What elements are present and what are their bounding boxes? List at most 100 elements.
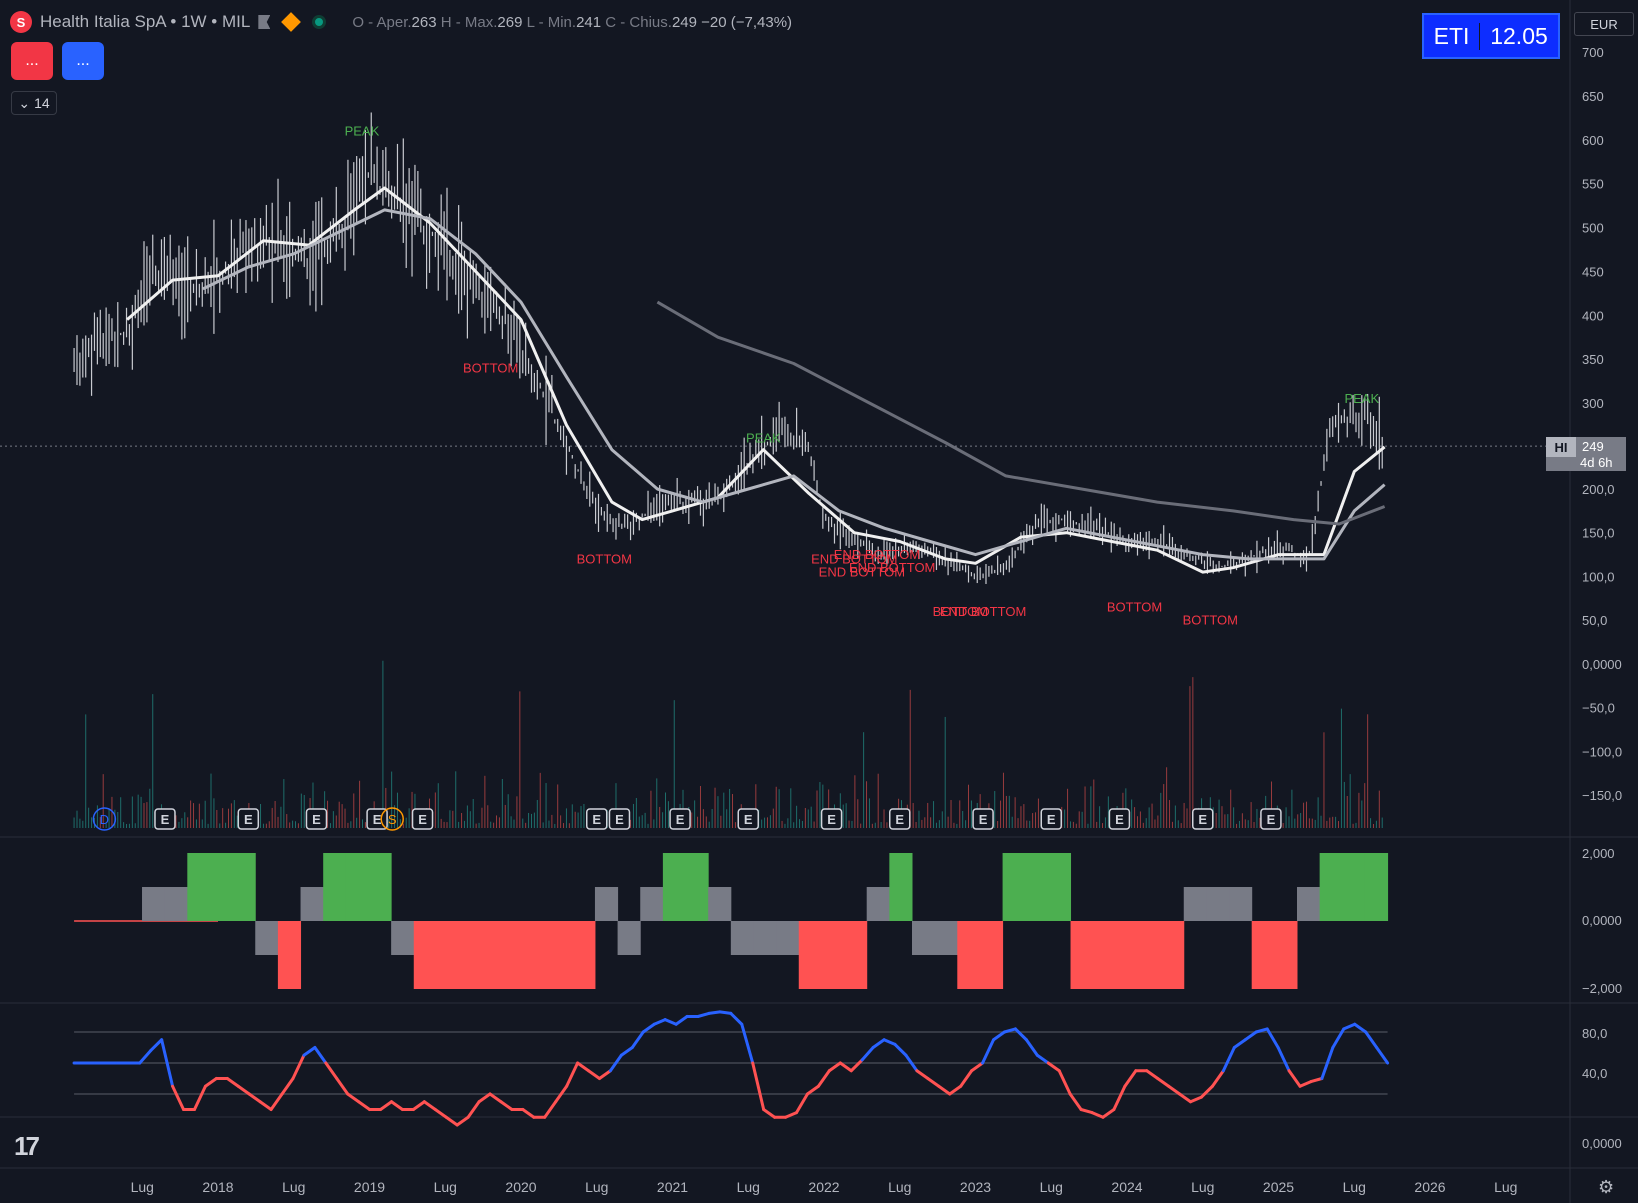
histogram-bar [413, 921, 437, 989]
oscillator-segment [313, 1046, 328, 1065]
oscillator-segment [1178, 1092, 1193, 1104]
histogram-bar [1025, 853, 1049, 921]
eti-label: ETI [1424, 22, 1480, 50]
split-marker-icon [380, 807, 404, 831]
oscillator-segment [138, 1049, 153, 1065]
event-marker-label: E [1267, 812, 1276, 827]
y-tick-label: 2,000 [1582, 846, 1615, 861]
annotation-label: BOTTOM [463, 360, 518, 375]
market-status-icon[interactable] [312, 15, 327, 29]
annotation-label: PEAK [746, 430, 781, 445]
oscillator-segment [1331, 1027, 1346, 1049]
event-marker-label: S [388, 812, 397, 827]
x-tick-label: Lug [1343, 1179, 1366, 1195]
last-price-value: 249 [1582, 439, 1604, 454]
event-marker-label: D [100, 812, 109, 827]
annotation-label: PEAK [1344, 391, 1379, 406]
tradingview-logo[interactable]: 17 [14, 1131, 40, 1161]
currency-selector[interactable]: EUR [1574, 12, 1634, 36]
histogram-bar [549, 921, 573, 989]
oscillator-segment [729, 1011, 744, 1026]
histogram-bar [594, 887, 619, 921]
oscillator-segment [488, 1092, 503, 1104]
oscillator-segment [411, 1100, 426, 1111]
histogram-bar [979, 921, 1004, 989]
oscillator-segment [1167, 1084, 1182, 1096]
oscillator-segment [521, 1108, 536, 1119]
histogram-bar [300, 887, 324, 921]
oscillator-segment [466, 1100, 481, 1119]
event-marker-label: E [1115, 812, 1124, 827]
oscillator-segment [1046, 1061, 1061, 1073]
earnings-marker-icon [411, 808, 434, 830]
oscillator-segment [948, 1084, 963, 1096]
histogram-bar [1002, 853, 1026, 921]
x-tick-label: 2024 [1111, 1179, 1142, 1195]
oscillator-segment [1200, 1084, 1214, 1099]
indicator-toggle[interactable]: ⌄ 14 [11, 91, 57, 115]
y-tick-label: −50,0 [1582, 701, 1615, 716]
oscillator-segment [1375, 1046, 1390, 1065]
oscillator-segment [1232, 1038, 1247, 1049]
oscillator-segment [302, 1046, 317, 1057]
symbol-label[interactable]: Health Italia SpA • 1W • MIL [40, 12, 251, 31]
y-tick-label: −100,0 [1582, 744, 1622, 759]
oscillator-segment [904, 1053, 919, 1073]
oscillator-segment [203, 1077, 218, 1088]
eti-box: ETI 12.05 [1422, 13, 1560, 59]
ma_fast-line [126, 186, 1386, 574]
y-tick-label: 0,0000 [1582, 1136, 1622, 1151]
histogram-bar [1047, 853, 1072, 921]
y-tick-label: 200,0 [1582, 482, 1615, 497]
histogram-bar [798, 921, 822, 989]
flag-icon[interactable] [258, 15, 271, 29]
y-tick-label: 500 [1582, 221, 1604, 236]
annotation-label: BOTTOM [1107, 599, 1162, 614]
oscillator-segment [1320, 1046, 1335, 1080]
high-label: H - Max. [440, 13, 498, 31]
oscillator-segment [160, 1038, 175, 1088]
histogram-bar [1296, 887, 1321, 921]
oscillator-segment [192, 1084, 207, 1111]
oscillator-segment [554, 1084, 569, 1104]
histogram-bar [708, 887, 732, 921]
oscillator-segment [171, 1084, 186, 1111]
oscillator-segment [641, 1022, 656, 1034]
indicator-count: 14 [34, 95, 50, 111]
symbol-logo-icon: S [10, 11, 32, 33]
oscillator-segment [597, 1069, 612, 1080]
x-tick-label: Lug [131, 1179, 154, 1195]
histogram-bar [730, 921, 754, 955]
oscillator-segment [784, 1111, 799, 1119]
oscillator-segment [1265, 1027, 1280, 1049]
countdown: 4d 6h [1580, 455, 1613, 470]
annotation-label: END BOTTOM [940, 604, 1026, 619]
oscillator-segment [674, 1015, 689, 1026]
histogram-bar [504, 921, 528, 989]
gear-icon[interactable]: ⚙ [1598, 1177, 1615, 1197]
oscillator-segment [740, 1022, 755, 1065]
red-action-button[interactable]: ... [11, 42, 53, 80]
histogram-bar [277, 921, 302, 989]
annotation-label: BOTTOM [933, 604, 988, 619]
histogram-bar [345, 853, 369, 921]
diamond-icon[interactable] [281, 12, 302, 32]
low-value: 241 [576, 13, 602, 31]
event-marker-label: E [615, 812, 624, 827]
oscillator-segment [981, 1038, 996, 1065]
oscillator-segment [258, 1100, 273, 1111]
oscillator-segment [1210, 1069, 1225, 1088]
oscillator-segment [335, 1077, 350, 1096]
y-tick-label: 700 [1582, 45, 1604, 60]
oscillator-segment [1364, 1030, 1379, 1049]
histogram-bar [640, 887, 664, 921]
oscillator-segment [893, 1042, 908, 1057]
earnings-marker-icon [608, 808, 631, 830]
oscillator-segment [1079, 1108, 1094, 1115]
oscillator-segment [970, 1061, 985, 1073]
oscillator-segment [926, 1077, 941, 1088]
oscillator-segment [1024, 1038, 1039, 1057]
blue-action-button[interactable]: ... [62, 42, 104, 80]
histogram-bar [685, 853, 709, 921]
